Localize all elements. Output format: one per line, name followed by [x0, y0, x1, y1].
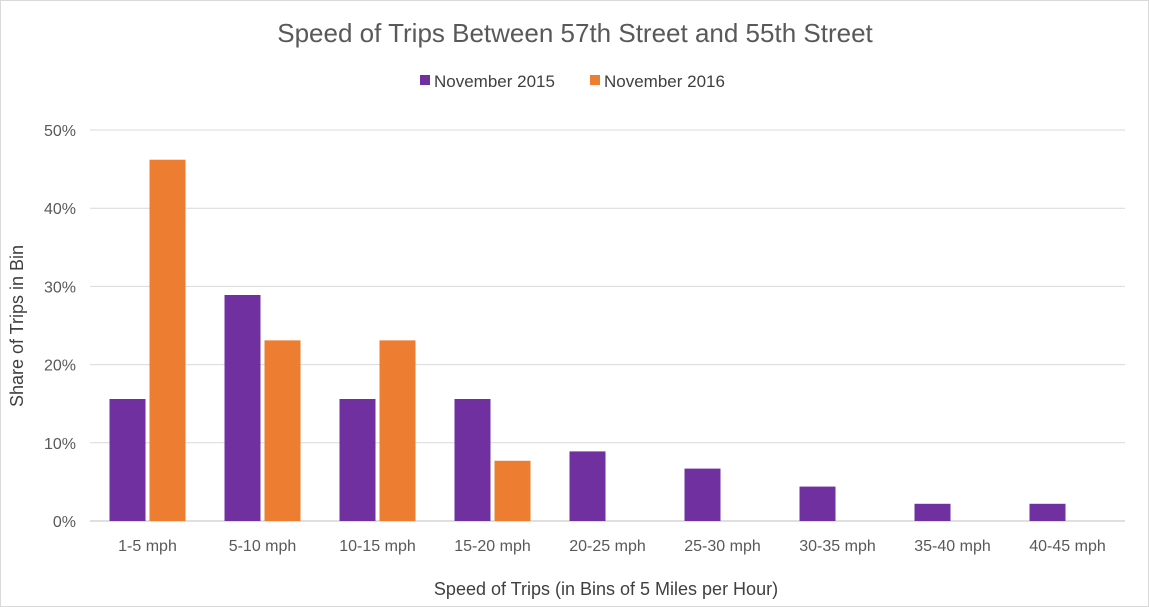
legend-swatch-nov-2016: [590, 75, 600, 85]
y-tick-label: 0%: [53, 514, 76, 531]
y-tick-label: 50%: [44, 123, 76, 140]
x-tick-label: 5-10 mph: [229, 538, 297, 555]
x-tick-label: 30-35 mph: [799, 538, 876, 555]
x-tick-label: 40-45 mph: [1029, 538, 1106, 555]
bar-nov-2016-3: [379, 340, 416, 521]
x-tick-label: 20-25 mph: [569, 538, 646, 555]
x-tick-label: 35-40 mph: [914, 538, 991, 555]
bar-nov-2015-8: [914, 503, 951, 521]
y-axis-title: Share of Trips in Bin: [7, 245, 27, 407]
x-tick-label: 10-15 mph: [339, 538, 416, 555]
x-tick-label: 25-30 mph: [684, 538, 761, 555]
bar-nov-2015-7: [799, 486, 836, 521]
legend: November 2015 November 2016: [420, 72, 725, 91]
bar-nov-2016-1: [149, 159, 186, 521]
chart-title: Speed of Trips Between 57th Street and 5…: [277, 18, 873, 48]
bar-nov-2015-5: [569, 451, 606, 521]
bar-nov-2016-4: [494, 460, 531, 521]
bar-nov-2015-9: [1029, 503, 1066, 521]
x-axis-title: Speed of Trips (in Bins of 5 Miles per H…: [434, 579, 778, 599]
bar-nov-2015-4: [454, 399, 491, 521]
x-tick-label: 1-5 mph: [118, 538, 177, 555]
bar-nov-2015-2: [224, 295, 261, 521]
y-tick-label: 40%: [44, 201, 76, 218]
bars: [109, 159, 1066, 521]
legend-label-nov-2016: November 2016: [604, 72, 725, 91]
y-tick-label: 30%: [44, 279, 76, 296]
y-tick-label: 20%: [44, 358, 76, 375]
bar-nov-2015-6: [684, 468, 721, 521]
x-axis-ticks: 1-5 mph 5-10 mph 10-15 mph 15-20 mph 20-25 m…: [118, 538, 1106, 555]
bar-nov-2016-2: [264, 340, 301, 521]
y-tick-label: 10%: [44, 436, 76, 453]
bar-nov-2015-3: [339, 399, 376, 521]
bar-nov-2015-1: [109, 399, 146, 521]
legend-swatch-nov-2015: [420, 75, 430, 85]
x-tick-label: 15-20 mph: [454, 538, 531, 555]
y-axis-ticks: 0% 10% 20% 30% 40% 50%: [44, 123, 76, 531]
gridlines: [90, 129, 1125, 522]
legend-label-nov-2015: November 2015: [434, 72, 555, 91]
